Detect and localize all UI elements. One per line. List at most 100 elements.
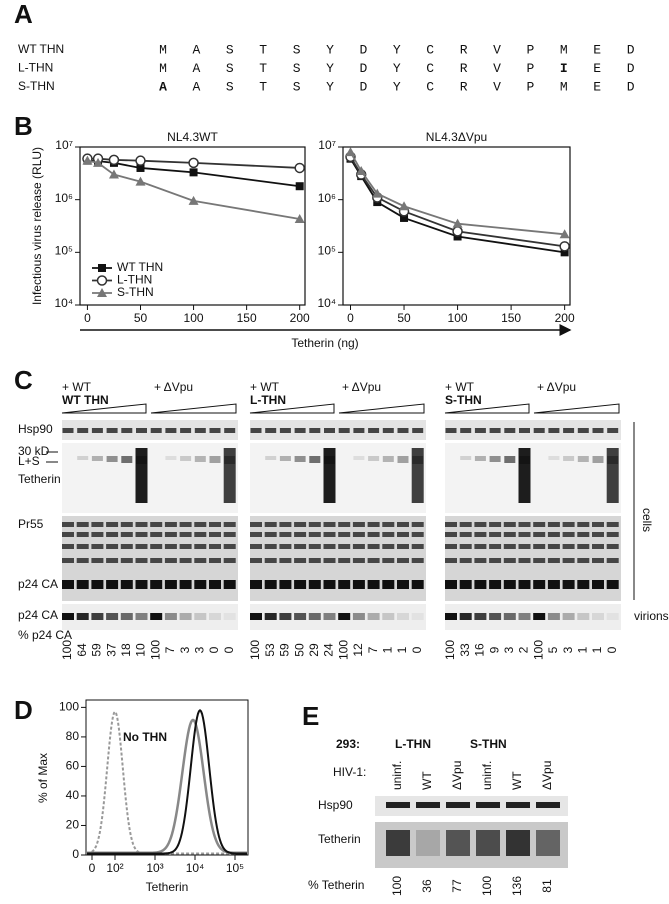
residue: R	[460, 61, 468, 76]
band	[308, 544, 321, 549]
band	[547, 613, 560, 620]
band	[533, 522, 546, 527]
band	[533, 532, 546, 537]
x-tick-label: 100	[184, 311, 204, 325]
band	[294, 522, 307, 527]
band	[489, 558, 502, 563]
band	[91, 613, 104, 620]
histogram-curve	[87, 708, 247, 855]
marker	[372, 188, 383, 198]
marker	[345, 147, 356, 157]
percent-value: 37	[104, 643, 118, 657]
band	[164, 613, 177, 620]
band	[503, 522, 516, 527]
band	[164, 532, 177, 537]
residue: Y	[393, 61, 401, 76]
blot-virions	[250, 604, 426, 630]
band	[106, 522, 119, 527]
band	[164, 558, 177, 563]
band	[577, 558, 590, 563]
band	[489, 456, 501, 462]
band	[352, 522, 365, 527]
band	[265, 456, 277, 460]
band	[474, 532, 487, 537]
percent-value: 81	[540, 879, 554, 893]
percent-value: 0	[605, 646, 619, 653]
band	[62, 428, 74, 433]
dose-wedge	[338, 403, 425, 414]
band	[416, 802, 440, 808]
histogram-curve	[86, 710, 247, 855]
percent-value: 36	[420, 879, 434, 893]
band	[460, 428, 472, 433]
band	[519, 428, 530, 433]
band	[323, 522, 336, 527]
band	[518, 448, 531, 503]
band	[459, 580, 472, 589]
residue: I	[560, 61, 568, 76]
band	[474, 522, 487, 527]
percent-value: 100	[336, 640, 350, 660]
percent-value: 1	[380, 646, 394, 653]
band	[194, 558, 207, 563]
band	[91, 558, 104, 563]
band	[533, 613, 546, 620]
residue: Y	[393, 42, 401, 57]
band	[506, 830, 530, 856]
percent-value: 0	[222, 646, 236, 653]
band	[179, 558, 192, 563]
band	[474, 428, 486, 433]
annotation: No THN	[123, 730, 167, 744]
band	[165, 456, 177, 460]
band	[489, 522, 502, 527]
band	[106, 428, 118, 433]
dose-wedge	[249, 403, 335, 414]
band	[106, 558, 119, 563]
band	[294, 580, 307, 589]
legend-label: S-THN	[117, 285, 154, 299]
band	[308, 532, 321, 537]
panel-label: C	[14, 365, 33, 395]
row-label: WT THN	[18, 42, 64, 56]
band	[194, 456, 206, 462]
band	[536, 830, 560, 856]
band	[368, 428, 380, 433]
band	[474, 580, 487, 589]
band	[179, 544, 192, 549]
virions-label: virions	[634, 609, 669, 623]
band	[76, 580, 89, 589]
band	[209, 428, 221, 433]
band	[323, 544, 336, 549]
band	[338, 532, 351, 537]
band	[397, 456, 409, 463]
band	[397, 428, 409, 433]
band	[120, 532, 133, 537]
band	[386, 830, 410, 856]
residue: R	[460, 79, 468, 94]
lane-label: WT	[510, 771, 524, 790]
band	[76, 558, 89, 563]
legend-marker	[97, 288, 107, 297]
lane-label: WT	[420, 771, 434, 790]
residue: P	[526, 61, 534, 76]
band	[150, 428, 162, 433]
residue: Y	[326, 79, 334, 94]
marker	[399, 201, 410, 211]
band	[592, 544, 604, 549]
band	[459, 558, 472, 563]
band	[411, 522, 424, 527]
panel-label: D	[14, 695, 33, 725]
y-tick-label: 10⁴	[54, 296, 73, 310]
band	[294, 532, 307, 537]
band	[489, 580, 502, 589]
band	[279, 428, 291, 433]
legend-marker	[96, 275, 108, 286]
band	[352, 580, 365, 589]
band	[562, 580, 575, 589]
percent-value: 9	[487, 646, 501, 653]
percent-value: 100	[148, 640, 162, 660]
percent-value: 33	[458, 643, 472, 657]
band	[164, 544, 177, 549]
band	[76, 613, 89, 620]
